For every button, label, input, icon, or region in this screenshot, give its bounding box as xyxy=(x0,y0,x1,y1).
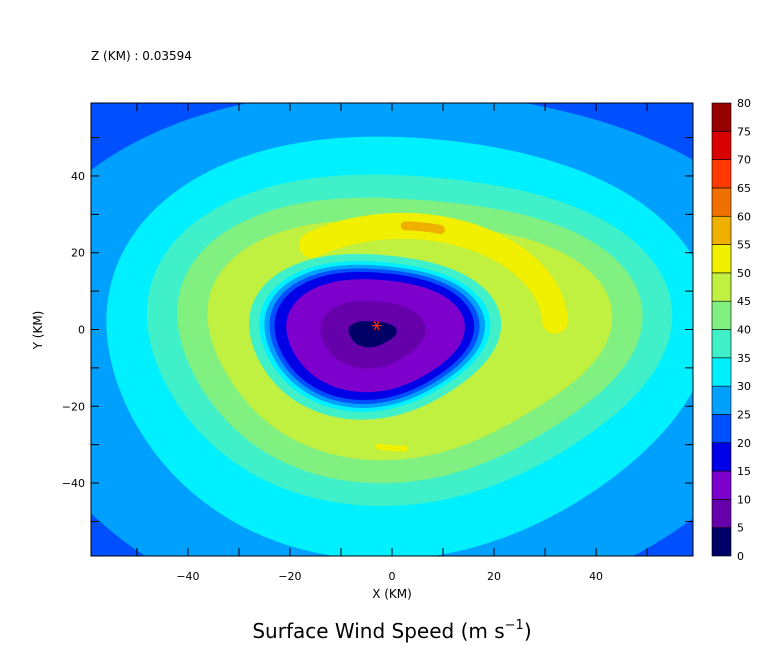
colorbar-label: 30 xyxy=(737,380,751,393)
colorbar-label: 20 xyxy=(737,437,751,450)
colorbar-label: 45 xyxy=(737,295,751,308)
colorbar-swatch xyxy=(711,159,732,189)
colorbar-swatch xyxy=(711,470,732,500)
colorbar-label: 80 xyxy=(737,97,751,110)
colorbar: 0 5 10 15 20 25 30 35 40 45 50 55 60 65 70 75 80 xyxy=(711,97,751,563)
storm-center-star xyxy=(373,321,380,331)
colorbar-label: 70 xyxy=(737,154,751,167)
subtitle: Z (KM) : 0.03594 xyxy=(91,49,192,63)
x-tick-label: −40 xyxy=(176,570,199,583)
contour-fill xyxy=(91,103,693,556)
colorbar-swatch xyxy=(711,187,732,217)
contour-level-50-55-north xyxy=(299,212,569,334)
y-tick-label: 20 xyxy=(71,247,85,260)
contour-level-55-60 xyxy=(400,221,445,234)
colorbar-label: 15 xyxy=(737,465,751,478)
colorbar-swatch xyxy=(711,527,732,557)
colorbar-label: 0 xyxy=(737,550,744,563)
colorbar-label: 5 xyxy=(737,522,744,535)
contour-level-0-5 xyxy=(348,321,397,348)
colorbar-label: 35 xyxy=(737,352,751,365)
colorbar-label: 55 xyxy=(737,239,751,252)
y-tick-label: 0 xyxy=(78,324,85,337)
colorbar-label: 75 xyxy=(737,125,751,138)
colorbar-swatch xyxy=(711,385,732,415)
colorbar-label: 60 xyxy=(737,210,751,223)
colorbar-swatch xyxy=(711,244,732,274)
x-tick-label: 40 xyxy=(589,570,603,583)
colorbar-label: 10 xyxy=(737,493,751,506)
contour-level-50-55-south xyxy=(375,443,408,452)
colorbar-label: 25 xyxy=(737,408,751,421)
plot-area xyxy=(91,103,693,556)
chart-title-sup: −1 xyxy=(505,618,524,633)
colorbar-swatch xyxy=(711,442,732,472)
colorbar-swatch xyxy=(711,102,732,132)
chart-title: Surface Wind Speed (m s−1) xyxy=(252,618,531,643)
colorbar-swatch xyxy=(711,329,732,359)
axis-ticks: −40 −20 0 20 40 −40 −20 0 20 40 xyxy=(62,103,693,583)
colorbar-swatch xyxy=(711,414,732,444)
colorbar-swatch xyxy=(711,215,732,245)
y-tick-label: −40 xyxy=(62,477,85,490)
y-axis-label: Y (KM) xyxy=(31,311,45,351)
x-axis-label: X (KM) xyxy=(372,587,412,601)
colorbar-swatch xyxy=(711,357,732,387)
x-tick-label: 0 xyxy=(389,570,396,583)
colorbar-label: 40 xyxy=(737,324,751,337)
colorbar-swatch xyxy=(711,131,732,160)
colorbar-label: 65 xyxy=(737,182,751,195)
colorbar-swatch xyxy=(711,499,732,528)
colorbar-swatch xyxy=(711,272,732,302)
y-tick-label: 40 xyxy=(71,170,85,183)
chart-title-main: Surface Wind Speed (m s xyxy=(252,619,504,643)
x-tick-label: 20 xyxy=(487,570,501,583)
chart-title-close: ) xyxy=(524,619,532,643)
colorbar-swatch xyxy=(711,300,732,330)
x-tick-label: −20 xyxy=(278,570,301,583)
storm-center-marker xyxy=(371,321,382,331)
colorbar-label: 50 xyxy=(737,267,751,280)
y-tick-label: −20 xyxy=(62,400,85,413)
